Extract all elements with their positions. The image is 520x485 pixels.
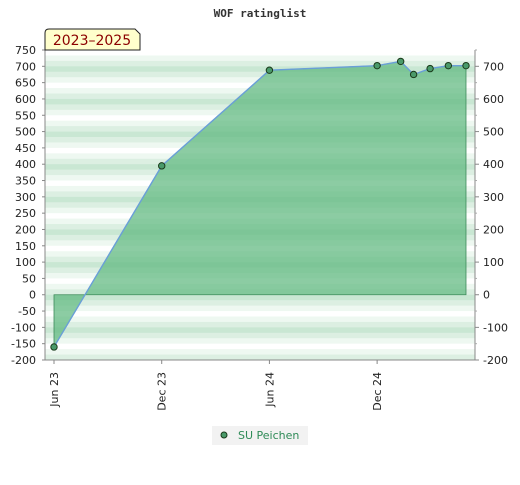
y-tick-label-left: 350 [15, 175, 36, 188]
data-point [444, 61, 453, 70]
y-tick-label-left: 150 [15, 240, 36, 253]
legend-label: SU Peichen [238, 429, 299, 442]
y-tick-label-left: 650 [15, 77, 36, 90]
y-tick-label-right: 200 [483, 223, 504, 236]
background-band [45, 354, 475, 361]
points-layer [50, 57, 470, 351]
background-band [45, 349, 475, 355]
y-tick-label-right: 700 [483, 60, 504, 73]
data-point [462, 61, 470, 70]
y-tick-label-left: 550 [15, 109, 36, 122]
data-point [158, 162, 166, 170]
y-tick-label-left: 400 [15, 158, 36, 171]
background-band [45, 343, 475, 350]
x-tick-label: Dec 23 [156, 372, 169, 411]
background-band [45, 305, 475, 312]
background-band [45, 332, 475, 339]
y-tick-label-right: 400 [483, 158, 504, 171]
background-band [45, 50, 475, 56]
background-band [45, 294, 475, 301]
y-tick-label-left: -100 [11, 321, 36, 334]
y-tick-label-left: 750 [15, 44, 36, 57]
background-band [45, 327, 475, 334]
x-tick-label: Dec 24 [371, 372, 384, 411]
background-band [45, 71, 475, 78]
period-badge: 2023–2025 [44, 28, 141, 51]
background-band [45, 316, 475, 323]
y-tick-label-right: -100 [483, 321, 508, 334]
y-tick-label-left: 0 [29, 289, 36, 302]
background-band [45, 300, 475, 307]
y-tick-label-right: 0 [483, 289, 490, 302]
y-tick-label-left: 600 [15, 93, 36, 106]
y-tick-label-right: 500 [483, 126, 504, 139]
y-tick-label-left: 450 [15, 142, 36, 155]
y-tick-label-left: 100 [15, 256, 36, 269]
background-band [45, 55, 475, 62]
background-band [45, 338, 475, 345]
x-tick-label: Jun 23 [48, 372, 61, 408]
axes: -200 -150 -100 -50 0 50 100 150 200 250 300 350 400 4… [11, 44, 508, 411]
background-band [45, 311, 475, 317]
background-band [45, 60, 475, 67]
data-point [265, 66, 274, 74]
y-tick-label-left: 200 [15, 223, 36, 236]
y-tick-label-right: 600 [483, 93, 504, 106]
data-point [426, 64, 434, 73]
x-tick-label: Jun 24 [263, 372, 276, 408]
y-tick-label-left: 250 [15, 207, 36, 220]
chart-title: WOF ratinglist [214, 7, 307, 20]
y-tick-label-left: -200 [11, 354, 36, 367]
y-tick-label-right: 300 [483, 191, 504, 204]
data-point [409, 70, 418, 79]
y-tick-label-left: 700 [15, 60, 36, 73]
y-tick-label-left: 50 [22, 272, 36, 285]
legend[interactable]: SU Peichen [212, 426, 308, 445]
y-tick-label-left: -50 [18, 305, 36, 318]
period-badge-text: 2023–2025 [53, 33, 131, 49]
y-tick-label-left: -150 [11, 338, 36, 351]
y-tick-label-left: 500 [15, 126, 36, 139]
y-tick-label-right: -200 [483, 354, 508, 367]
background-band [45, 66, 475, 73]
data-point [373, 61, 381, 70]
y-tick-label-right: 100 [483, 256, 504, 269]
background-band [45, 321, 475, 328]
data-point [396, 57, 405, 66]
data-point [50, 343, 58, 351]
y-tick-label-left: 300 [15, 191, 36, 204]
legend-marker [220, 431, 228, 439]
